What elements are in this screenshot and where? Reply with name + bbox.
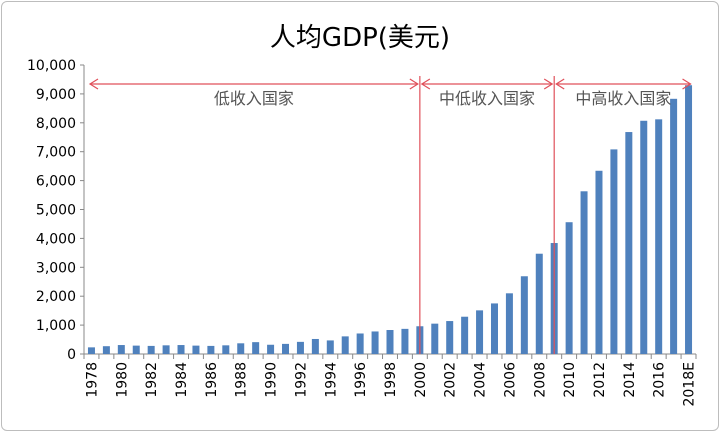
bar-2011 — [580, 191, 588, 354]
bar-1995 — [341, 336, 349, 354]
bar-1989 — [252, 342, 260, 354]
arrow-left-icon — [555, 78, 565, 90]
bar-1978 — [87, 347, 95, 354]
bar-2014 — [625, 132, 633, 354]
bar-2013 — [610, 149, 618, 354]
bar-1991 — [282, 343, 290, 354]
bar-2003 — [461, 316, 469, 354]
region-label: 中低收入国家 — [439, 89, 535, 108]
bar-2002 — [446, 321, 454, 354]
bar-2015 — [640, 120, 648, 354]
bar-2004 — [476, 310, 484, 354]
x-tick-label: 1984 — [174, 362, 190, 398]
x-tick-label: 2002 — [443, 362, 459, 398]
x-tick-label: 2016 — [652, 362, 668, 398]
bar-2017 — [670, 98, 678, 354]
y-tick-label: 3,000 — [36, 260, 76, 276]
bar-1994 — [326, 340, 334, 354]
bar-1986 — [207, 345, 215, 354]
x-tick-label: 2000 — [413, 362, 429, 398]
x-tick-label: 2010 — [562, 362, 578, 398]
bar-1998 — [386, 330, 394, 354]
arrow-right-icon — [682, 78, 692, 90]
y-tick-label: 9,000 — [36, 87, 76, 103]
bar-1981 — [132, 345, 140, 354]
x-tick-label: 2018E — [682, 362, 698, 406]
y-tick-label: 0 — [67, 347, 76, 363]
bar-1979 — [102, 346, 110, 354]
x-tick-label: 2014 — [622, 362, 638, 398]
bar-2006 — [505, 293, 513, 354]
x-tick-label: 1996 — [353, 362, 369, 398]
x-tick-label: 1980 — [114, 362, 130, 398]
bar-2007 — [520, 276, 528, 354]
x-tick-label: 1978 — [84, 362, 100, 398]
y-tick-label: 1,000 — [36, 318, 76, 334]
y-tick-label: 4,000 — [36, 231, 76, 247]
x-tick-label: 1990 — [264, 362, 280, 398]
bar-1993 — [311, 338, 319, 354]
bar-1980 — [117, 345, 125, 354]
x-tick-label: 2006 — [502, 362, 518, 398]
bar-1997 — [371, 331, 379, 354]
bar-2012 — [595, 170, 603, 354]
bar-2010 — [565, 222, 573, 354]
x-tick-label: 2004 — [473, 362, 489, 398]
region-label: 中高收入国家 — [575, 89, 671, 108]
arrow-left-icon — [88, 78, 99, 90]
y-tick-label: 7,000 — [36, 145, 76, 161]
bar-1992 — [296, 341, 304, 354]
bar-1996 — [356, 333, 364, 354]
bar-2016 — [655, 119, 663, 354]
bar-1990 — [267, 344, 275, 354]
y-tick-label: 2,000 — [36, 289, 76, 305]
x-tick-label: 1988 — [234, 362, 250, 398]
bar-1985 — [192, 345, 200, 354]
y-tick-label: 6,000 — [36, 174, 76, 190]
chart-title: 人均GDP(美元) — [270, 23, 450, 53]
arrow-right-icon — [543, 78, 554, 90]
x-tick-label: 1992 — [293, 362, 309, 398]
arrow-left-icon — [420, 78, 431, 90]
bar-2018E — [685, 85, 693, 354]
x-tick-label: 1994 — [323, 362, 339, 398]
x-tick-label: 2008 — [532, 362, 548, 398]
x-tick-label: 1982 — [144, 362, 160, 398]
bar-2001 — [431, 323, 439, 354]
bar-1982 — [147, 345, 155, 354]
bar-2008 — [535, 253, 543, 354]
y-tick-label: 10,000 — [27, 58, 76, 74]
bar-1987 — [222, 345, 230, 354]
x-tick-label: 2012 — [592, 362, 608, 398]
x-tick-label: 1998 — [383, 362, 399, 398]
bar-1983 — [162, 345, 170, 354]
region-label: 低收入国家 — [214, 89, 294, 108]
arrow-right-icon — [409, 78, 419, 90]
x-tick-label: 1986 — [204, 362, 220, 398]
bar-2005 — [490, 303, 498, 354]
bar-1988 — [237, 343, 245, 354]
y-tick-label: 5,000 — [36, 203, 76, 219]
bar-1999 — [401, 328, 409, 354]
bar-1984 — [177, 345, 185, 354]
y-tick-label: 8,000 — [36, 116, 76, 132]
